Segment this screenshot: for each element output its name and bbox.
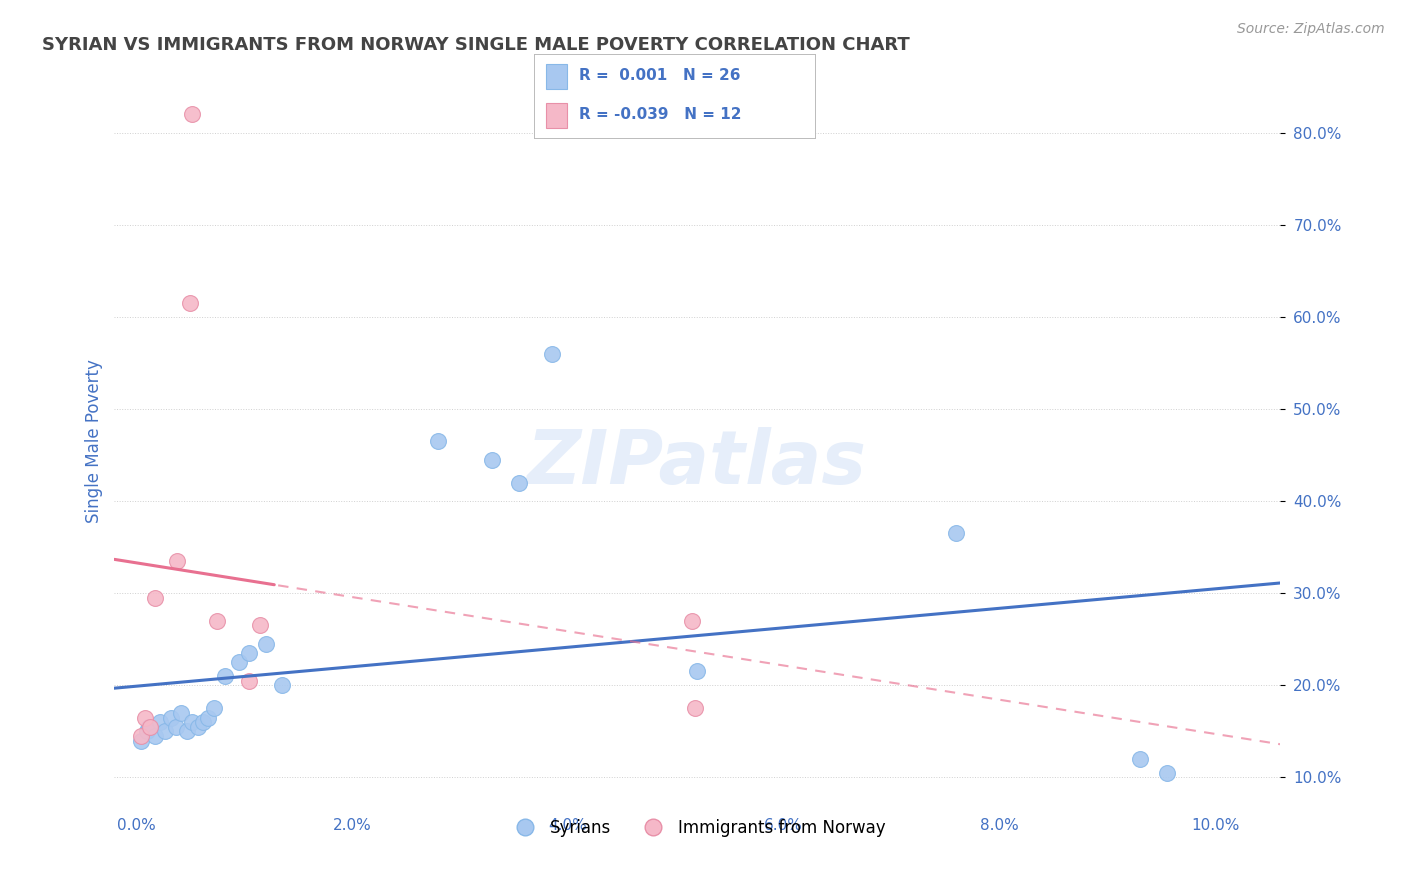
Point	[427, 434, 450, 449]
Point	[202, 701, 225, 715]
Point	[139, 720, 162, 734]
Point	[270, 678, 292, 692]
Point	[153, 724, 176, 739]
Point	[481, 452, 503, 467]
Y-axis label: Single Male Poverty: Single Male Poverty	[86, 359, 103, 524]
Point	[214, 669, 236, 683]
Point	[197, 710, 219, 724]
Point	[149, 715, 172, 730]
Point	[681, 614, 703, 628]
Point	[179, 296, 201, 310]
Point	[249, 618, 271, 632]
Point	[238, 673, 260, 688]
Text: R = -0.039   N = 12: R = -0.039 N = 12	[579, 107, 742, 122]
Point	[238, 646, 260, 660]
Point	[176, 724, 198, 739]
Point	[186, 720, 208, 734]
Point	[1156, 765, 1178, 780]
Point	[1129, 752, 1152, 766]
Point	[254, 637, 277, 651]
Point	[170, 706, 193, 720]
Point	[205, 614, 228, 628]
Point	[686, 665, 709, 679]
Point	[131, 729, 153, 743]
Point	[945, 526, 967, 541]
Bar	[546, 63, 567, 89]
Point	[508, 475, 530, 490]
Legend: Syrians, Immigrants from Norway: Syrians, Immigrants from Norway	[502, 813, 893, 844]
Text: Source: ZipAtlas.com: Source: ZipAtlas.com	[1237, 22, 1385, 37]
Point	[131, 733, 153, 747]
Point	[181, 715, 204, 730]
Point	[166, 554, 188, 568]
Point	[228, 655, 250, 669]
Point	[540, 347, 562, 361]
Point	[165, 720, 187, 734]
Point	[135, 724, 157, 739]
Point	[159, 710, 181, 724]
Text: R =  0.001   N = 26: R = 0.001 N = 26	[579, 69, 741, 84]
Bar	[546, 103, 567, 128]
Text: SYRIAN VS IMMIGRANTS FROM NORWAY SINGLE MALE POVERTY CORRELATION CHART: SYRIAN VS IMMIGRANTS FROM NORWAY SINGLE …	[42, 36, 910, 54]
Point	[191, 715, 214, 730]
Point	[134, 710, 156, 724]
Point	[138, 720, 160, 734]
Text: ZIPatlas: ZIPatlas	[527, 426, 868, 500]
Point	[683, 701, 706, 715]
Point	[181, 107, 204, 121]
Point	[145, 729, 167, 743]
Point	[145, 591, 167, 605]
